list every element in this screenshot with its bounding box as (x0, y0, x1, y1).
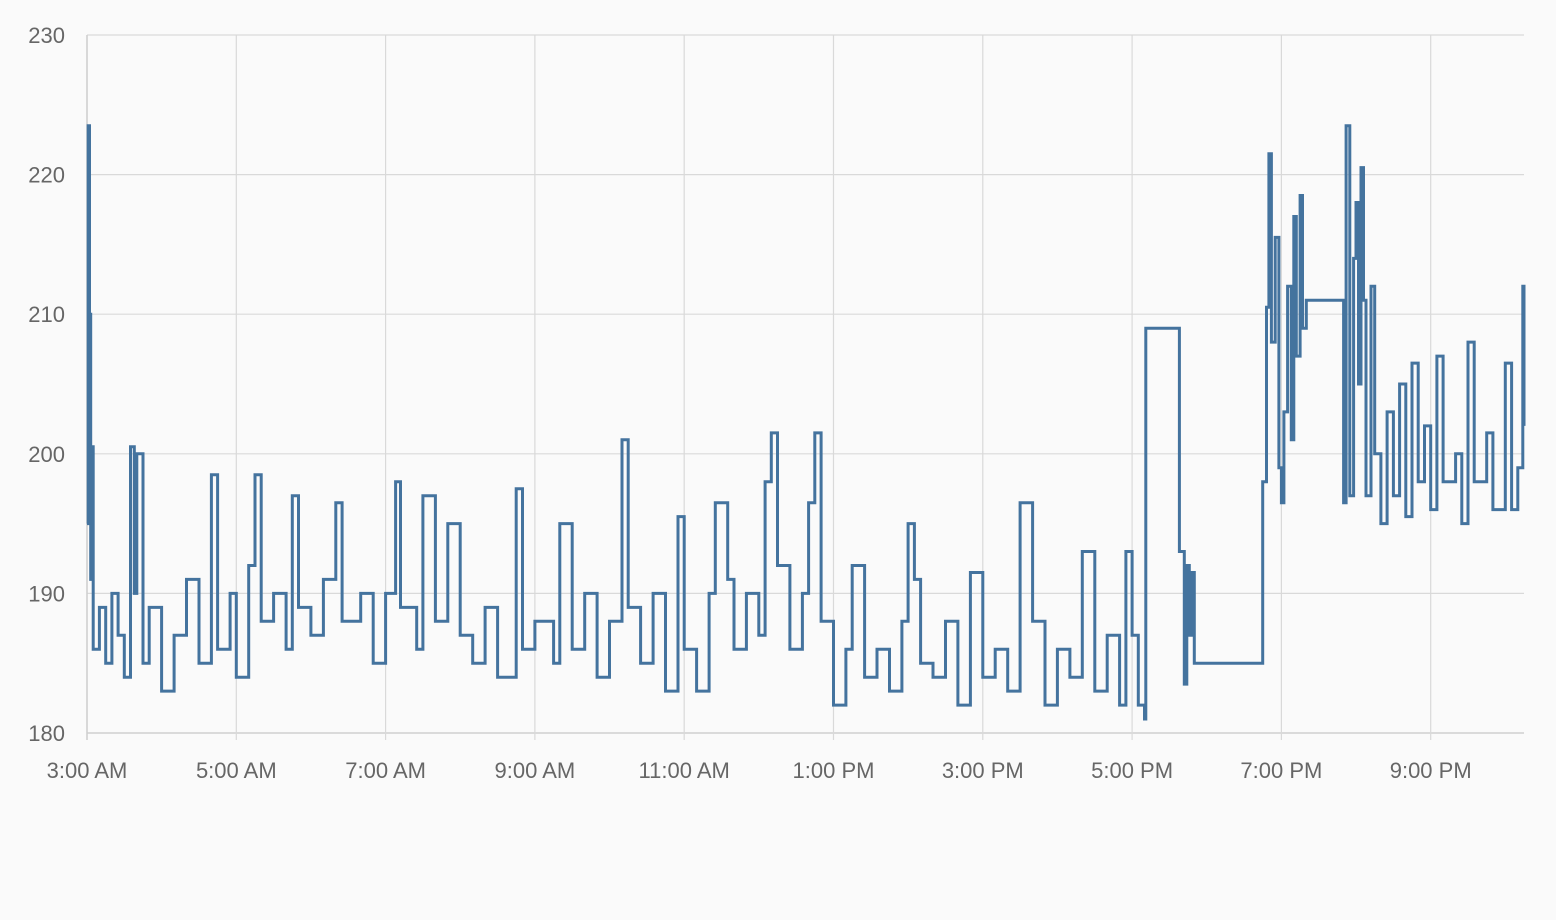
series-line (86, 124, 1526, 721)
x-tick-label: 5:00 PM (1091, 758, 1173, 783)
x-tick-label: 5:00 AM (196, 758, 277, 783)
y-tick-label: 180 (28, 721, 65, 746)
x-tick-label: 9:00 PM (1390, 758, 1472, 783)
x-tick-label: 1:00 PM (793, 758, 875, 783)
x-tick-label: 3:00 PM (942, 758, 1024, 783)
y-tick-label: 220 (28, 163, 65, 188)
x-tick-label: 11:00 AM (639, 758, 730, 783)
y-tick-label: 230 (28, 23, 65, 48)
x-tick-label: 9:00 AM (495, 758, 576, 783)
x-tick-label: 7:00 AM (345, 758, 426, 783)
y-tick-label: 190 (28, 581, 65, 606)
grid (86, 34, 1524, 740)
x-tick-label: 3:00 AM (47, 758, 128, 783)
x-tick-label: 7:00 PM (1240, 758, 1322, 783)
y-axis: 180 190 200 210 220 230 (28, 23, 65, 746)
series-layer (86, 124, 1526, 721)
x-axis: 3:00 AM 5:00 AM 7:00 AM 9:00 AM 11:00 AM 1:00… (47, 758, 1472, 783)
y-tick-label: 210 (28, 302, 65, 327)
y-tick-label: 200 (28, 442, 65, 467)
